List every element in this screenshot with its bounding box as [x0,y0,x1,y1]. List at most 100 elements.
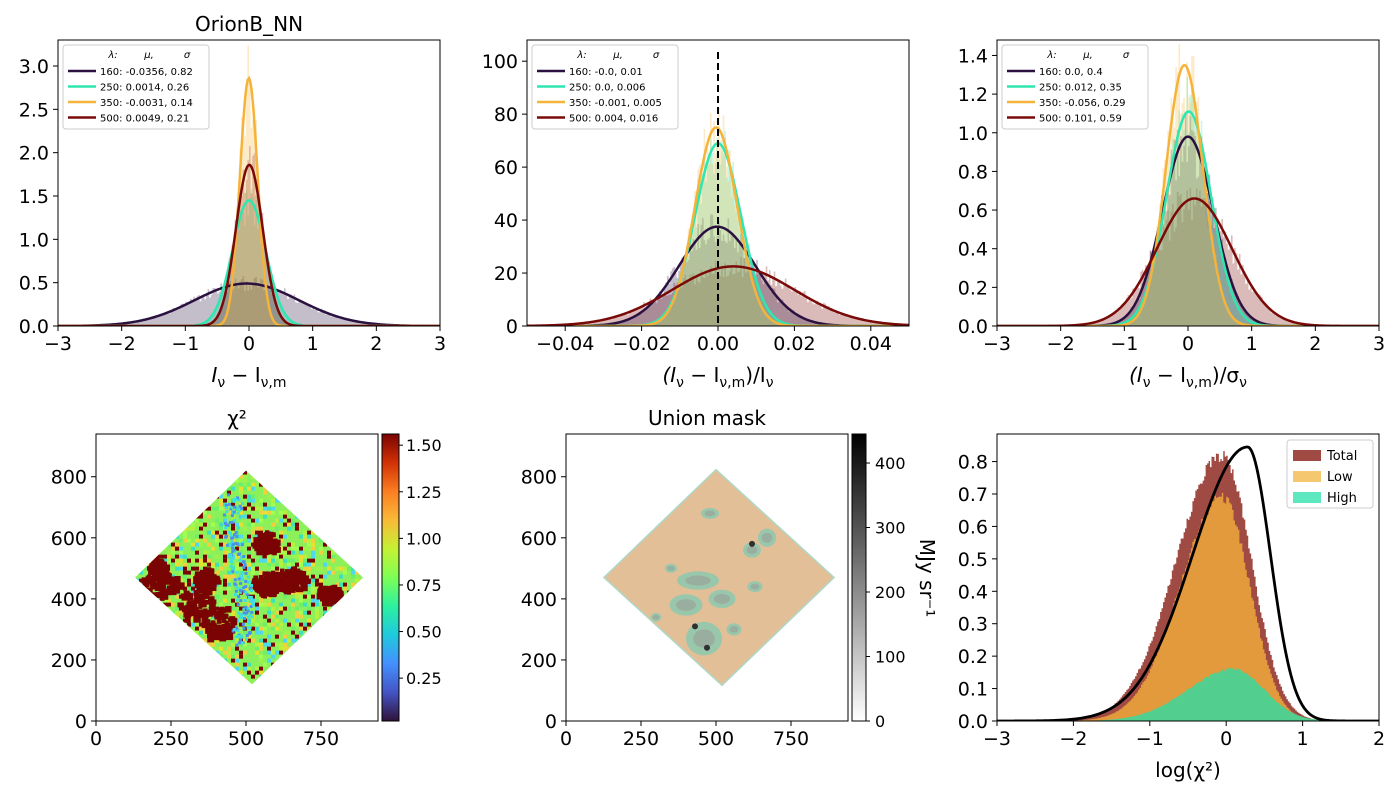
y-tick-label: 1.2 [958,84,988,106]
legend-box [1001,44,1149,130]
legend-header: λ: [1046,50,1056,61]
y-tick-label: 2.5 [19,99,49,121]
y-tick-label: 600 [51,528,87,550]
y-tick-label: 20 [494,263,518,285]
y-tick-label: 0.6 [958,516,988,538]
x-tick-label: 0 [243,333,255,355]
y-tick-label: 0.2 [958,646,988,668]
x-axis-label: (Iν − Iν,m)/σν [1129,363,1247,391]
chart-panel-2: −0.04 −0.02 0.00 0.02 0.04 0 20 40 60 80 100 λ: μ, σ1… [482,39,910,391]
y-tick-label: 1.5 [19,186,49,208]
axes-frame [565,433,849,722]
histogram-bars [527,214,909,326]
x-tick-label: 0 [1220,728,1232,750]
y-tick-label: 0.1 [958,679,988,701]
x-tick-label: 2 [1309,333,1321,355]
y-tick-label: 80 [494,104,518,126]
fit-curve [527,126,909,326]
legend-entry: 500: 0.004, 0.016 [569,114,658,125]
histogram-series [58,45,440,326]
y-tick-label: 100 [482,51,518,73]
legend-swatch [1293,492,1321,503]
x-tick-label: 1 [1297,728,1309,750]
colorbar-tick-label: 0.25 [406,669,442,688]
y-tick-label: 0.5 [958,549,988,571]
x-tick-label: −1 [1110,333,1138,355]
intensity-peak [770,513,776,520]
legend-header: λ: [107,50,117,61]
mask-core [713,593,731,604]
x-axis-label-subscript: ν [1239,375,1247,391]
x-tick-label: 0.02 [773,333,815,355]
y-tick-label: 0 [506,316,518,338]
x-axis-label-subscript: ν [1143,375,1151,391]
legend-entry: Total [1326,449,1357,464]
x-tick-label: 3 [1373,333,1385,355]
legend-entry: 250: 0.012, 0.35 [1039,83,1122,94]
reference-curve [997,445,1379,721]
colorbar-tick-label: 0.75 [406,576,442,595]
x-tick-label: −0.02 [612,333,670,355]
legend-entry: 160: -0.0, 0.01 [569,67,643,78]
legend-entry: High [1327,491,1357,506]
x-tick-label: 250 [153,728,189,750]
panel-title: Union mask [648,406,766,430]
y-tick-label: 200 [521,650,557,672]
chart-panel-5: 0 250 500 750 0 200 400 600 800 Union mask 0 100 200… [521,406,939,750]
x-axis-label-part: (I [662,363,676,387]
mask-core [729,626,739,633]
legend-entry: 350: -0.056, 0.29 [1039,98,1126,109]
x-axis-label: Iν − Iν,m [211,363,286,391]
x-tick-label: −3 [44,333,72,355]
x-axis-label-subscript: ν [217,375,225,391]
histogram-series [58,146,440,326]
x-tick-label: 1 [307,333,319,355]
x-tick-label: −3 [983,728,1011,750]
x-tick-label: 0 [1182,333,1194,355]
histogram-bars [997,112,1379,326]
mask-core [761,532,773,543]
colorbar-tick-label: 1.50 [406,436,442,455]
mask-core [685,575,711,586]
histogram-series [58,276,440,326]
fit-curve [58,199,440,326]
colorbar-label: MJy sr⁻¹ [915,539,939,618]
mask-core [704,510,716,517]
y-tick-label: 800 [521,467,557,489]
chi2-map [135,470,363,685]
mask-core [693,629,715,648]
legend-entry: 250: 0.0014, 0.26 [100,83,189,94]
legend-swatch [1293,471,1321,482]
mask-core [676,599,696,611]
colorbar-tick-label: 0 [875,712,885,731]
colorbar-tick-label: 1.00 [406,529,442,548]
y-tick-label: 40 [494,210,518,232]
x-tick-label: 500 [228,728,264,750]
mask-core [652,614,660,620]
y-tick-label: 0.0 [958,711,988,733]
y-tick-label: 0.3 [958,614,988,636]
x-axis-label-part: − I [225,363,260,387]
legend-box [531,44,679,130]
colorbar-tick-label: 1.25 [406,483,442,502]
legend-header: μ, [612,50,623,61]
histogram-bars [527,107,909,326]
chart-panel-4: 0 250 500 750 0 200 400 600 800 χ² 0.25 0.50 0.75 1.0… [51,406,442,750]
x-axis-label-subscript: ν,m [719,375,745,391]
legend-box [62,44,210,130]
x-tick-label: 0.04 [850,333,892,355]
y-tick-label: 800 [51,467,87,489]
x-tick-label: 0 [90,728,102,750]
chart-panel-3: −3 −2 −1 0 1 2 3 0.0 0.2 0.4 0.6 0.8 1.0 1.2 1.4 λ: μ, σ 1… [958,39,1385,391]
x-axis-label-part: (I [1129,363,1143,387]
x-axis-label-part: I [211,363,217,387]
chart-panel-1: −3 −2 −1 0 1 2 3 0.0 0.5 1.0 1.5 2.0 2.5 3.0 λ: μ, σ 160:… [19,12,446,391]
x-tick-label: 2 [1373,728,1385,750]
histogram-series [997,43,1379,326]
x-tick-label: 2 [370,333,382,355]
y-tick-label: 600 [521,528,557,550]
histogram-series [527,214,909,326]
y-tick-label: 0.0 [19,316,49,338]
x-axis-label-part: − I [684,363,719,387]
